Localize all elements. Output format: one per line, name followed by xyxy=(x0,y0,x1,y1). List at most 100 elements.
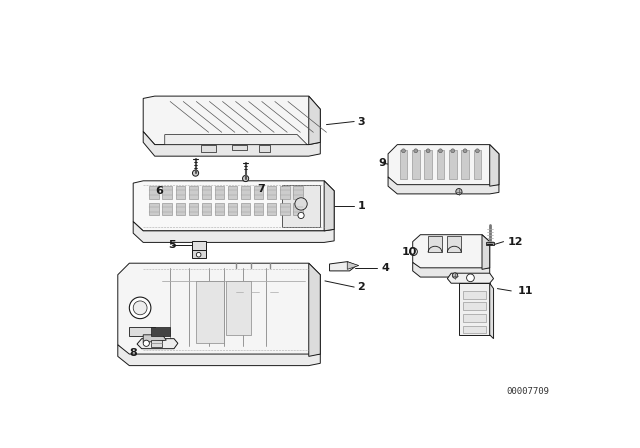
Circle shape xyxy=(243,176,249,181)
Polygon shape xyxy=(486,242,493,246)
Polygon shape xyxy=(143,96,320,145)
Circle shape xyxy=(295,198,307,210)
Polygon shape xyxy=(474,150,481,178)
Circle shape xyxy=(451,149,454,153)
Polygon shape xyxy=(463,326,486,333)
Polygon shape xyxy=(192,241,206,252)
Polygon shape xyxy=(388,145,499,186)
Polygon shape xyxy=(267,186,276,198)
Polygon shape xyxy=(459,283,490,335)
Polygon shape xyxy=(254,186,263,198)
Polygon shape xyxy=(149,186,159,198)
Text: 4: 4 xyxy=(382,263,390,273)
Polygon shape xyxy=(330,262,356,271)
Polygon shape xyxy=(399,150,407,178)
Polygon shape xyxy=(189,203,198,215)
Text: 11: 11 xyxy=(517,286,533,296)
Text: 1: 1 xyxy=(357,201,365,211)
Polygon shape xyxy=(202,203,211,215)
Polygon shape xyxy=(490,283,493,339)
Polygon shape xyxy=(232,145,247,150)
Polygon shape xyxy=(413,263,490,277)
Polygon shape xyxy=(463,314,486,322)
Text: 8: 8 xyxy=(129,348,137,358)
Text: 6: 6 xyxy=(155,186,163,196)
Circle shape xyxy=(452,273,458,278)
Polygon shape xyxy=(189,186,198,198)
Circle shape xyxy=(133,301,147,315)
Polygon shape xyxy=(490,145,499,186)
Polygon shape xyxy=(267,203,276,215)
Polygon shape xyxy=(324,181,334,231)
Polygon shape xyxy=(196,281,224,343)
Polygon shape xyxy=(461,150,469,178)
Polygon shape xyxy=(424,150,432,178)
Polygon shape xyxy=(215,186,224,198)
Polygon shape xyxy=(482,235,490,269)
Circle shape xyxy=(456,189,462,195)
Polygon shape xyxy=(149,203,159,215)
Circle shape xyxy=(410,248,417,255)
Circle shape xyxy=(196,252,201,257)
Polygon shape xyxy=(163,203,172,215)
Polygon shape xyxy=(228,186,237,198)
Polygon shape xyxy=(133,181,334,231)
Text: 2: 2 xyxy=(357,282,365,292)
Polygon shape xyxy=(143,335,166,343)
Polygon shape xyxy=(463,291,486,299)
Polygon shape xyxy=(280,186,289,198)
Circle shape xyxy=(463,149,467,153)
Polygon shape xyxy=(192,250,206,258)
Text: 7: 7 xyxy=(257,184,265,194)
Polygon shape xyxy=(348,262,359,269)
Text: 12: 12 xyxy=(508,237,524,247)
Polygon shape xyxy=(164,134,307,145)
Polygon shape xyxy=(308,96,320,145)
Polygon shape xyxy=(447,273,493,283)
Text: 5: 5 xyxy=(168,240,175,250)
Circle shape xyxy=(143,340,149,346)
Polygon shape xyxy=(201,145,216,152)
Circle shape xyxy=(401,149,405,153)
Polygon shape xyxy=(254,203,263,215)
Polygon shape xyxy=(137,339,178,349)
Circle shape xyxy=(426,149,430,153)
Polygon shape xyxy=(175,203,185,215)
Polygon shape xyxy=(428,236,442,252)
Polygon shape xyxy=(143,132,320,156)
Polygon shape xyxy=(133,222,334,242)
Polygon shape xyxy=(151,340,163,347)
Polygon shape xyxy=(241,203,250,215)
Polygon shape xyxy=(175,186,185,198)
Polygon shape xyxy=(282,185,320,227)
Text: 00007709: 00007709 xyxy=(507,387,550,396)
Polygon shape xyxy=(463,302,486,310)
Polygon shape xyxy=(449,150,456,178)
Polygon shape xyxy=(413,235,490,269)
Polygon shape xyxy=(308,263,320,356)
Polygon shape xyxy=(447,236,461,252)
Text: 10: 10 xyxy=(402,247,417,258)
Polygon shape xyxy=(118,345,320,366)
Polygon shape xyxy=(412,150,420,178)
Circle shape xyxy=(476,149,479,153)
Polygon shape xyxy=(227,281,251,335)
Polygon shape xyxy=(293,186,303,198)
Circle shape xyxy=(467,274,474,282)
Polygon shape xyxy=(241,186,250,198)
Polygon shape xyxy=(163,186,172,198)
Circle shape xyxy=(193,170,198,176)
Circle shape xyxy=(438,149,442,153)
Circle shape xyxy=(129,297,151,319)
Polygon shape xyxy=(280,203,289,215)
Polygon shape xyxy=(388,177,499,194)
Polygon shape xyxy=(202,186,211,198)
Text: 3: 3 xyxy=(357,116,365,126)
Circle shape xyxy=(298,212,304,219)
Circle shape xyxy=(414,149,418,153)
Polygon shape xyxy=(259,145,270,152)
Polygon shape xyxy=(215,203,224,215)
Text: 9: 9 xyxy=(378,158,386,168)
Polygon shape xyxy=(118,263,320,356)
Polygon shape xyxy=(436,150,444,178)
